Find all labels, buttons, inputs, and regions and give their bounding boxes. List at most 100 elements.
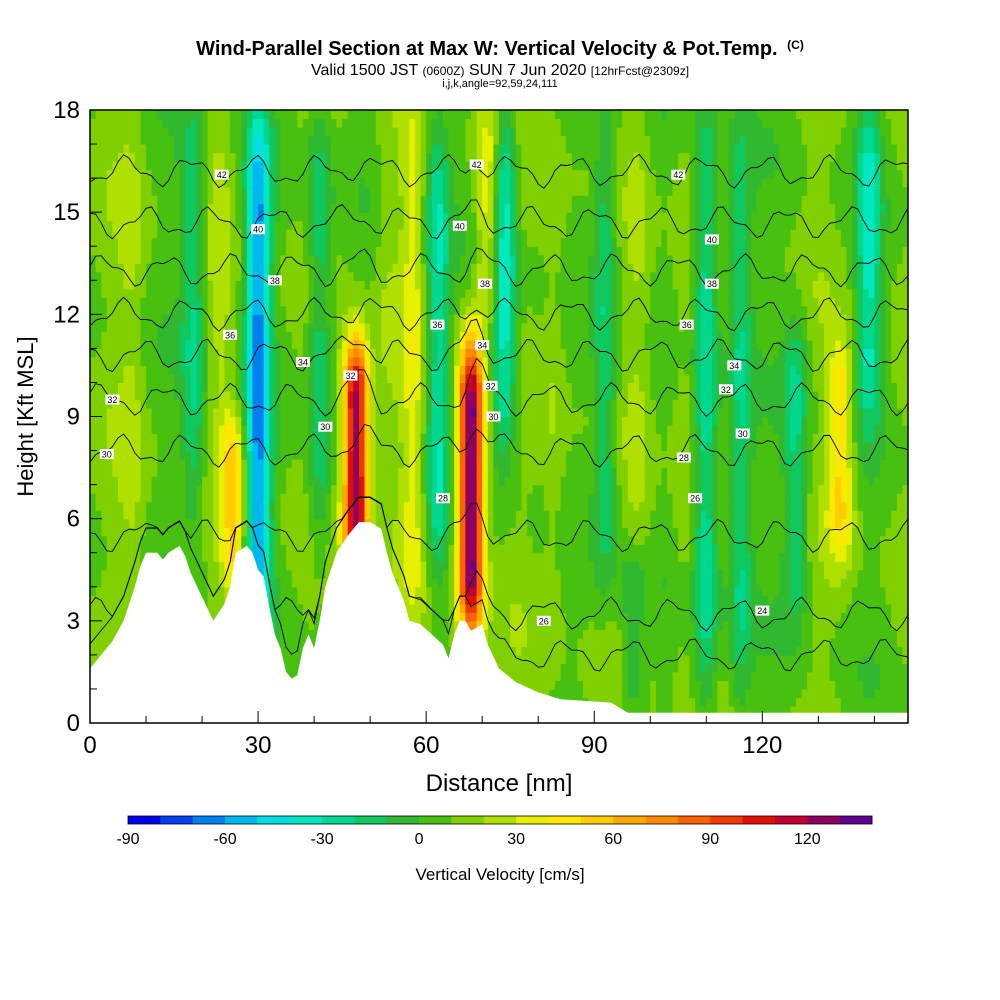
- velocity-cell: [409, 484, 416, 494]
- velocity-cell: [246, 331, 254, 341]
- velocity-cell: [106, 305, 114, 315]
- velocity-cell: [347, 331, 354, 341]
- velocity-cell: [291, 212, 298, 222]
- velocity-cell: [280, 433, 287, 443]
- velocity-cell: [235, 373, 242, 384]
- velocity-cell: [353, 407, 360, 418]
- velocity-cell: [252, 476, 259, 486]
- velocity-cell: [302, 254, 310, 264]
- velocity-cell: [258, 297, 265, 307]
- velocity-cell: [274, 314, 282, 324]
- velocity-cell: [314, 365, 321, 375]
- velocity-cell: [230, 390, 237, 401]
- velocity-cell: [420, 578, 427, 588]
- velocity-cell: [336, 237, 343, 247]
- velocity-cell: [202, 220, 209, 230]
- velocity-cell: [476, 510, 483, 520]
- velocity-cell: [437, 186, 444, 196]
- velocity-cell: [190, 118, 198, 128]
- velocity-cell: [392, 527, 399, 537]
- velocity-cell: [426, 416, 433, 426]
- velocity-cell: [442, 195, 450, 205]
- velocity-cell: [157, 229, 164, 239]
- velocity-cell: [448, 161, 455, 171]
- velocity-cell: [246, 127, 254, 137]
- velocity-cell: [375, 348, 382, 358]
- velocity-cell: [174, 459, 181, 469]
- velocity-cell: [319, 169, 326, 179]
- velocity-cell: [90, 229, 97, 239]
- velocity-cell: [414, 348, 422, 358]
- velocity-cell: [409, 450, 416, 460]
- velocity-cell: [106, 169, 114, 179]
- velocity-cell: [314, 612, 321, 622]
- velocity-cell: [353, 297, 360, 307]
- velocity-cell: [112, 450, 119, 460]
- velocity-cell: [90, 399, 97, 409]
- velocity-cell: [308, 229, 315, 239]
- velocity-cell: [302, 476, 310, 486]
- velocity-cell: [174, 203, 181, 213]
- velocity-cell: [213, 416, 220, 426]
- velocity-cell: [381, 195, 388, 205]
- velocity-cell: [325, 365, 332, 375]
- velocity-cell: [263, 169, 270, 179]
- velocity-cell: [168, 135, 175, 145]
- velocity-cell: [370, 305, 377, 315]
- velocity-cell: [202, 314, 209, 324]
- velocity-cell: [319, 595, 326, 605]
- velocity-cell: [431, 595, 438, 605]
- velocity-cell: [112, 280, 119, 290]
- velocity-cell: [353, 135, 360, 145]
- velocity-cell: [101, 629, 108, 639]
- velocity-cell: [168, 127, 175, 137]
- velocity-cell: [246, 178, 254, 188]
- velocity-cell: [218, 297, 226, 307]
- velocity-cell: [381, 373, 388, 384]
- velocity-cell: [330, 118, 338, 128]
- velocity-cell: [353, 365, 360, 375]
- velocity-cell: [465, 288, 472, 298]
- velocity-cell: [370, 433, 377, 443]
- velocity-cell: [146, 178, 153, 188]
- velocity-cell: [140, 484, 147, 494]
- velocity-cell: [414, 382, 422, 392]
- velocity-cell: [224, 510, 231, 520]
- velocity-cell: [213, 365, 220, 375]
- velocity-cell: [426, 620, 433, 630]
- velocity-cell: [403, 144, 410, 154]
- velocity-cell: [465, 399, 472, 409]
- velocity-cell: [465, 118, 472, 128]
- velocity-cell: [308, 390, 315, 401]
- velocity-cell: [454, 305, 461, 315]
- velocity-cell: [448, 442, 455, 452]
- velocity-cell: [409, 212, 416, 222]
- velocity-cell: [381, 442, 388, 452]
- velocity-cell: [190, 527, 198, 537]
- velocity-cell: [269, 518, 276, 528]
- velocity-cell: [448, 365, 455, 375]
- velocity-cell: [437, 263, 444, 273]
- velocity-cell: [392, 229, 399, 239]
- velocity-cell: [146, 399, 153, 409]
- velocity-cell: [426, 527, 433, 537]
- velocity-cell: [342, 288, 349, 298]
- velocity-cell: [263, 297, 270, 307]
- velocity-cell: [90, 152, 97, 162]
- velocity-cell: [157, 339, 164, 349]
- velocity-cell: [269, 425, 276, 435]
- velocity-cell: [358, 484, 366, 494]
- velocity-cell: [302, 501, 310, 511]
- velocity-cell: [224, 586, 231, 596]
- velocity-cell: [398, 552, 405, 562]
- velocity-cell: [386, 220, 394, 230]
- velocity-cell: [437, 254, 444, 264]
- velocity-cell: [280, 476, 287, 486]
- velocity-cell: [448, 552, 455, 562]
- velocity-cell: [381, 407, 388, 418]
- velocity-cell: [420, 339, 427, 349]
- velocity-cell: [241, 152, 248, 162]
- velocity-cell: [196, 467, 203, 477]
- velocity-cell: [342, 152, 349, 162]
- velocity-cell: [246, 433, 254, 443]
